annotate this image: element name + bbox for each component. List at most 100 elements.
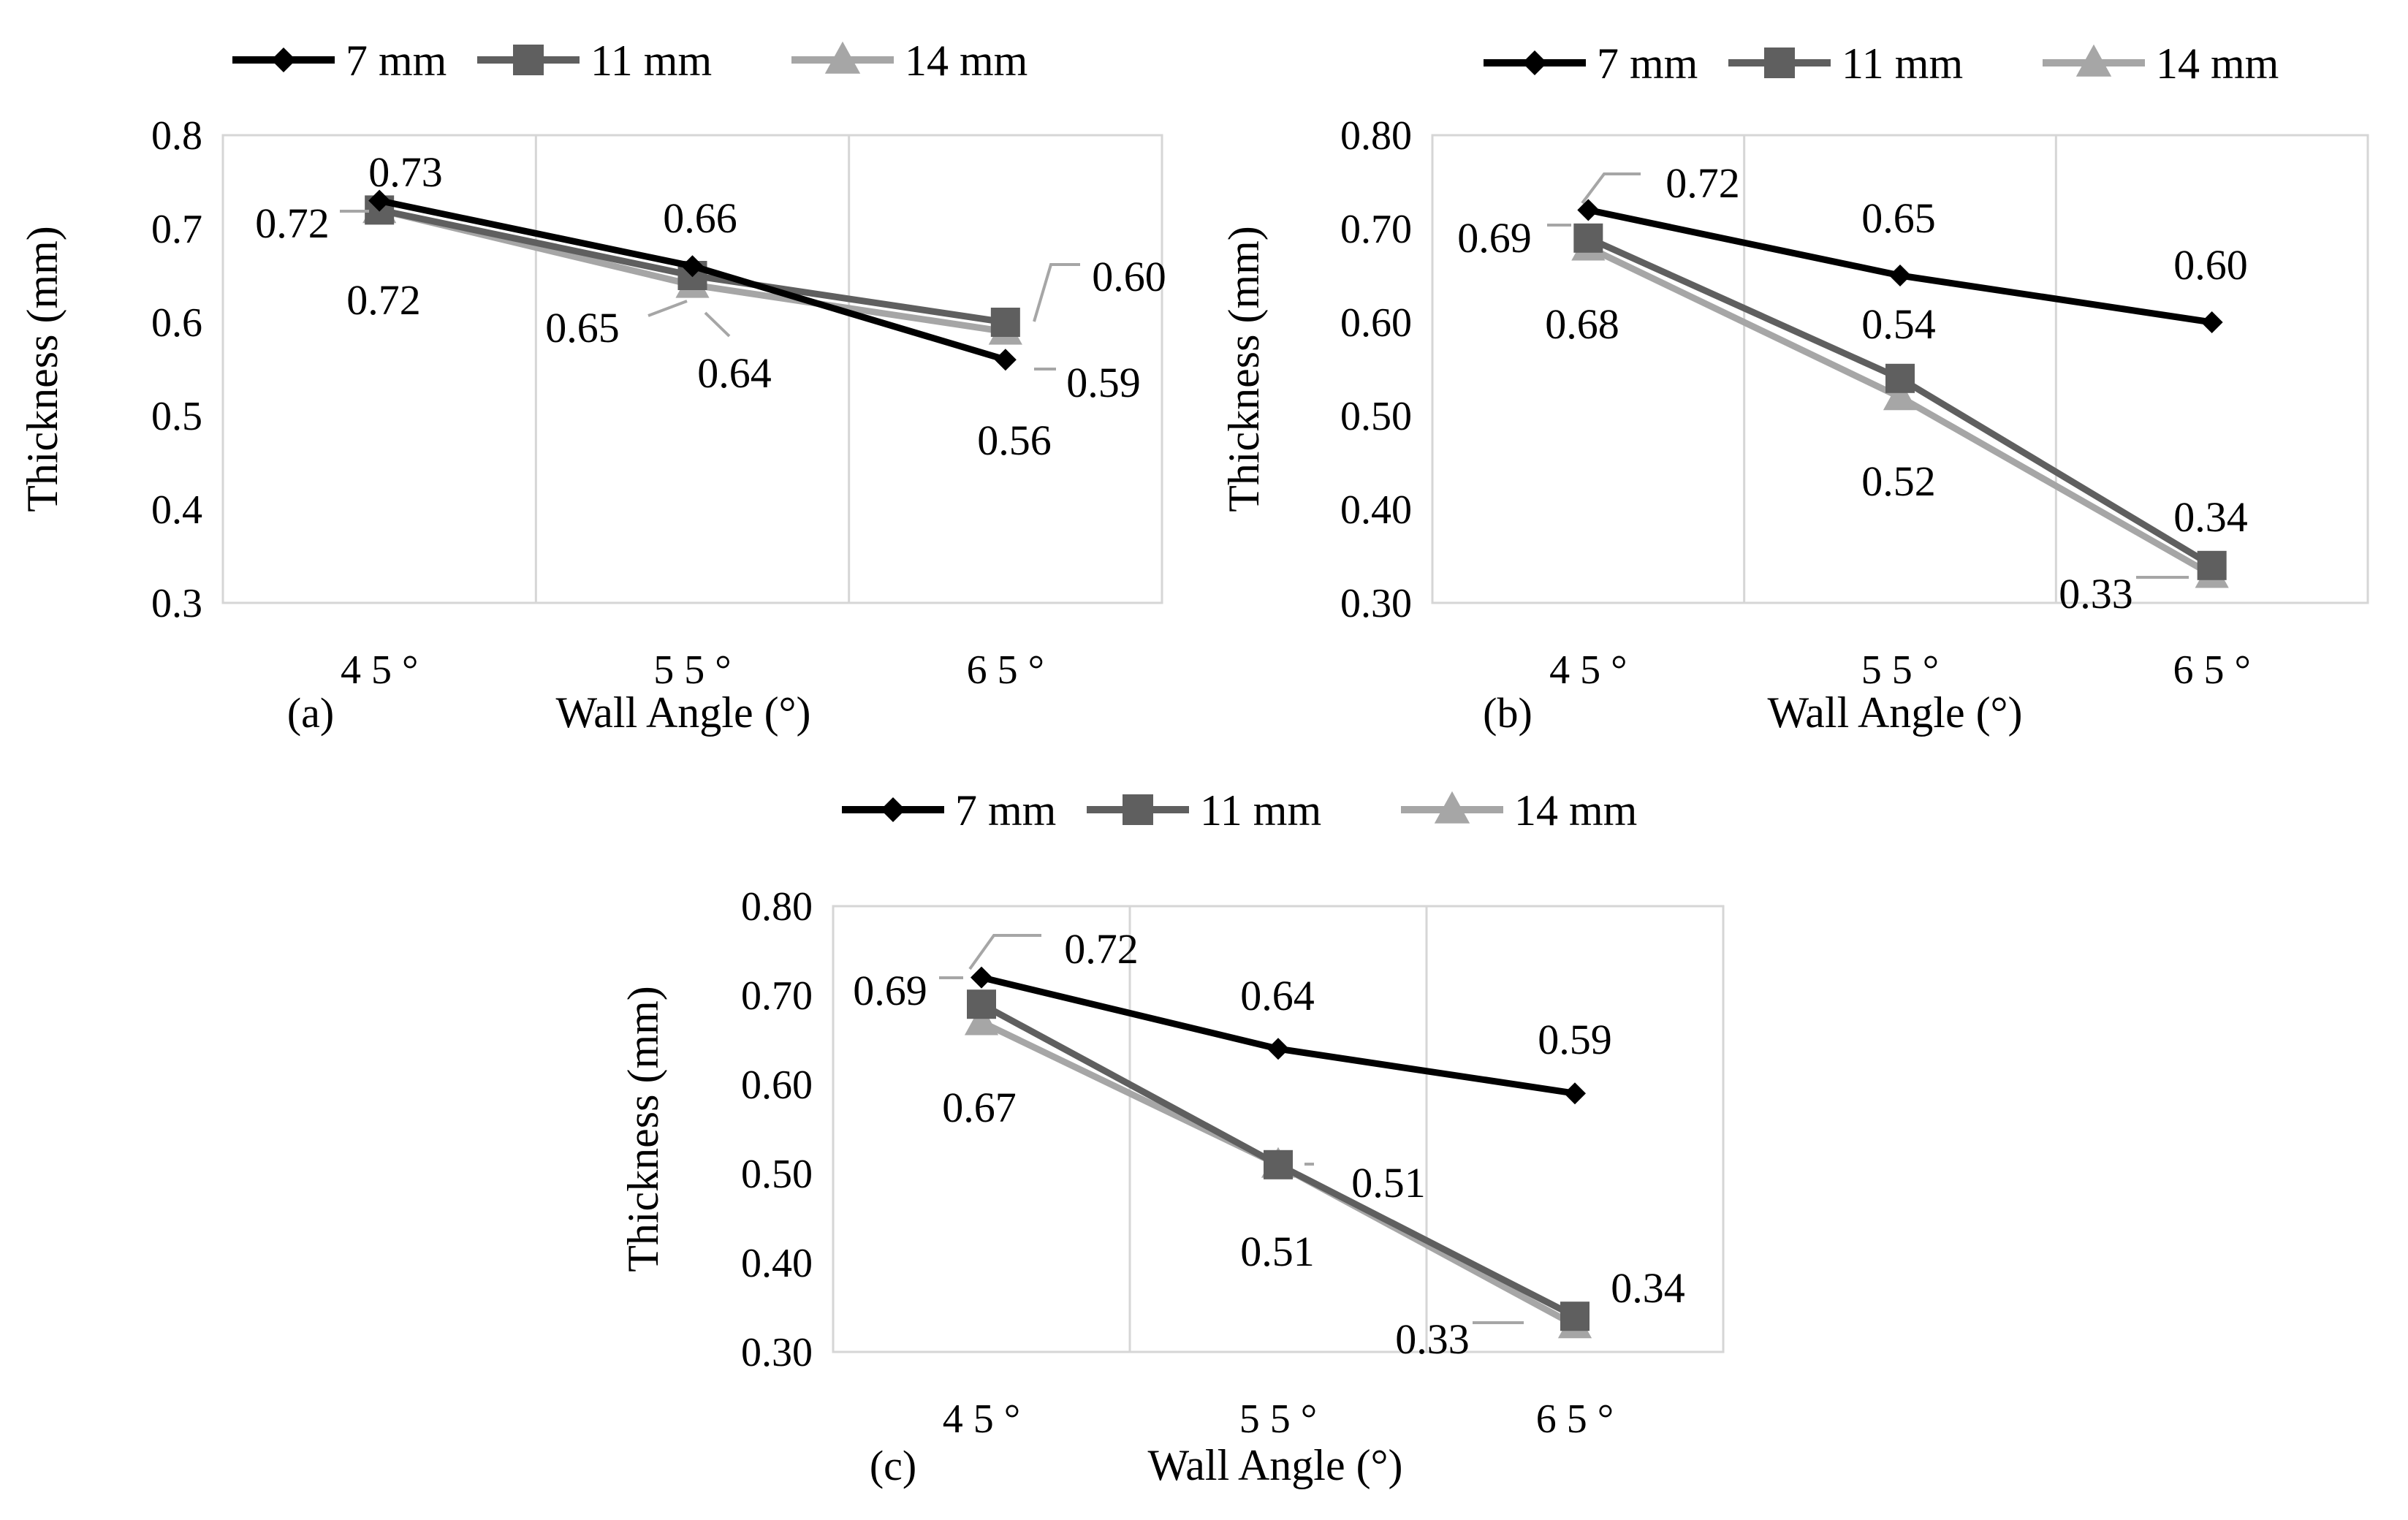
data-label: 0.33 bbox=[2059, 570, 2133, 618]
x-tick-label: 6 5 ° bbox=[2173, 647, 2250, 693]
y-tick-label: 0.80 bbox=[741, 884, 813, 930]
data-point-7mm bbox=[1577, 199, 1600, 221]
data-label: 0.34 bbox=[2173, 493, 2248, 541]
data-label: 0.72 bbox=[346, 276, 421, 324]
data-label: 0.59 bbox=[1538, 1016, 1612, 1063]
y-tick-label: 0.60 bbox=[741, 1063, 813, 1108]
y-tick-label: 0.6 bbox=[151, 300, 202, 346]
x-tick-label: 6 5 ° bbox=[1536, 1396, 1614, 1442]
data-label: 0.64 bbox=[1240, 972, 1315, 1019]
leader-line bbox=[1581, 172, 1641, 205]
legend-label-11mm: 11 mm bbox=[1842, 39, 1963, 88]
data-label: 0.60 bbox=[1092, 253, 1166, 300]
x-tick-label: 4 5 ° bbox=[341, 647, 418, 693]
legend-label-14mm: 14 mm bbox=[2156, 39, 2279, 88]
panel-label: (c) bbox=[870, 1442, 916, 1489]
data-label: 0.60 bbox=[2173, 241, 2248, 289]
y-tick-label: 0.7 bbox=[151, 207, 202, 252]
x-tick-label: 5 5 ° bbox=[653, 647, 731, 693]
x-tick-label: 4 5 ° bbox=[943, 1396, 1020, 1442]
x-axis-title: Wall Angle (°) bbox=[1147, 1441, 1402, 1489]
data-label: 0.73 bbox=[368, 148, 443, 196]
chart-panel-1: 0.3 0.4 0.5 0.6 0.7 0.8 4 5 ° 5 5 ° 6 5 ° Thickne… bbox=[18, 37, 1166, 737]
leader-line bbox=[1033, 263, 1080, 322]
legend-swatch-marker bbox=[271, 48, 296, 72]
data-point-7mm bbox=[368, 189, 391, 212]
legend-swatch-marker bbox=[1434, 791, 1470, 824]
legend-label-11mm: 11 mm bbox=[590, 37, 712, 85]
y-tick-label: 0.40 bbox=[741, 1241, 813, 1286]
panel-label: (a) bbox=[287, 689, 334, 737]
leader-line bbox=[704, 311, 731, 338]
data-label: 0.59 bbox=[1066, 359, 1141, 406]
legend-label-7mm: 7 mm bbox=[955, 786, 1056, 835]
data-label: 0.72 bbox=[1666, 159, 1740, 207]
data-label: 0.65 bbox=[1861, 194, 1936, 242]
y-tick-label: 0.80 bbox=[1340, 113, 1412, 159]
x-tick-label: 6 5 ° bbox=[967, 647, 1044, 693]
legend-swatch-marker bbox=[2075, 44, 2112, 77]
data-point-7mm bbox=[1889, 265, 1911, 286]
leader-line bbox=[647, 300, 688, 317]
x-axis-title: Wall Angle (°) bbox=[1767, 688, 2022, 737]
y-tick-label: 0.4 bbox=[151, 487, 202, 533]
panel-label: (b) bbox=[1483, 689, 1532, 737]
data-point-7mm bbox=[681, 255, 704, 278]
chart-panel-2: 0.30 0.40 0.50 0.60 0.70 0.80 4 5 ° 5 5 ° 6 5 ° T… bbox=[1220, 39, 2369, 737]
data-label: 0.66 bbox=[663, 194, 737, 242]
data-label: 0.69 bbox=[1457, 214, 1532, 262]
data-point-11mm bbox=[990, 308, 1020, 337]
y-axis-title: Thickness (mm) bbox=[1220, 226, 1268, 512]
legend-label-7mm: 7 mm bbox=[1597, 39, 1698, 88]
data-label: 0.72 bbox=[255, 200, 330, 247]
data-label: 0.67 bbox=[942, 1084, 1017, 1131]
data-point-11mm bbox=[2197, 550, 2227, 580]
legend-swatch-marker bbox=[881, 797, 905, 822]
plot-area-border bbox=[832, 905, 1725, 1353]
y-axis-title: Thickness (mm) bbox=[619, 986, 667, 1272]
y-axis-title: Thickness (mm) bbox=[18, 226, 67, 512]
data-point-7mm bbox=[1267, 1038, 1289, 1060]
data-label: 0.69 bbox=[853, 967, 927, 1014]
y-tick-label: 0.70 bbox=[1340, 207, 1412, 252]
data-label: 0.64 bbox=[697, 349, 772, 397]
y-tick-label: 0.3 bbox=[151, 581, 202, 626]
y-tick-label: 0.5 bbox=[151, 394, 202, 439]
data-label: 0.51 bbox=[1240, 1228, 1315, 1275]
legend-swatch-marker bbox=[1764, 48, 1795, 78]
y-tick-label: 0.40 bbox=[1340, 487, 1412, 533]
y-tick-label: 0.30 bbox=[1340, 581, 1412, 626]
legend-label-14mm: 14 mm bbox=[1514, 786, 1637, 835]
data-point-11mm bbox=[1560, 1302, 1589, 1331]
y-tick-label: 0.50 bbox=[1340, 394, 1412, 439]
data-label: 0.33 bbox=[1395, 1315, 1470, 1363]
data-label: 0.65 bbox=[545, 304, 620, 352]
data-label: 0.52 bbox=[1861, 457, 1936, 505]
data-point-7mm bbox=[1564, 1082, 1586, 1105]
y-tick-label: 0.30 bbox=[741, 1330, 813, 1375]
data-label: 0.51 bbox=[1351, 1159, 1426, 1206]
data-point-7mm bbox=[2200, 311, 2223, 333]
data-point-11mm bbox=[1885, 363, 1915, 393]
data-label: 0.68 bbox=[1545, 300, 1619, 348]
chart-panel-3: 0.30 0.40 0.50 0.60 0.70 0.80 4 5 ° 5 5 ° 6 5 ° T… bbox=[619, 786, 1725, 1489]
data-point-14mm bbox=[964, 1004, 999, 1036]
data-point-14mm bbox=[1883, 379, 1918, 411]
leader-line bbox=[968, 934, 1041, 970]
data-point-7mm bbox=[994, 349, 1017, 371]
data-point-7mm bbox=[971, 966, 992, 989]
plot-area-border bbox=[221, 134, 1163, 604]
x-tick-label: 5 5 ° bbox=[1239, 1396, 1317, 1442]
plot-area-border bbox=[1431, 134, 2369, 604]
data-point-11mm bbox=[967, 989, 996, 1019]
data-label: 0.54 bbox=[1861, 300, 1936, 348]
legend-swatch-marker bbox=[1522, 50, 1547, 75]
data-label: 0.72 bbox=[1064, 925, 1139, 973]
x-tick-label: 5 5 ° bbox=[1861, 647, 1939, 693]
x-tick-label: 4 5 ° bbox=[1549, 647, 1627, 693]
data-label: 0.56 bbox=[977, 417, 1052, 464]
data-point-11mm bbox=[1264, 1150, 1293, 1179]
y-tick-label: 0.8 bbox=[151, 113, 202, 159]
data-point-11mm bbox=[1573, 223, 1603, 253]
